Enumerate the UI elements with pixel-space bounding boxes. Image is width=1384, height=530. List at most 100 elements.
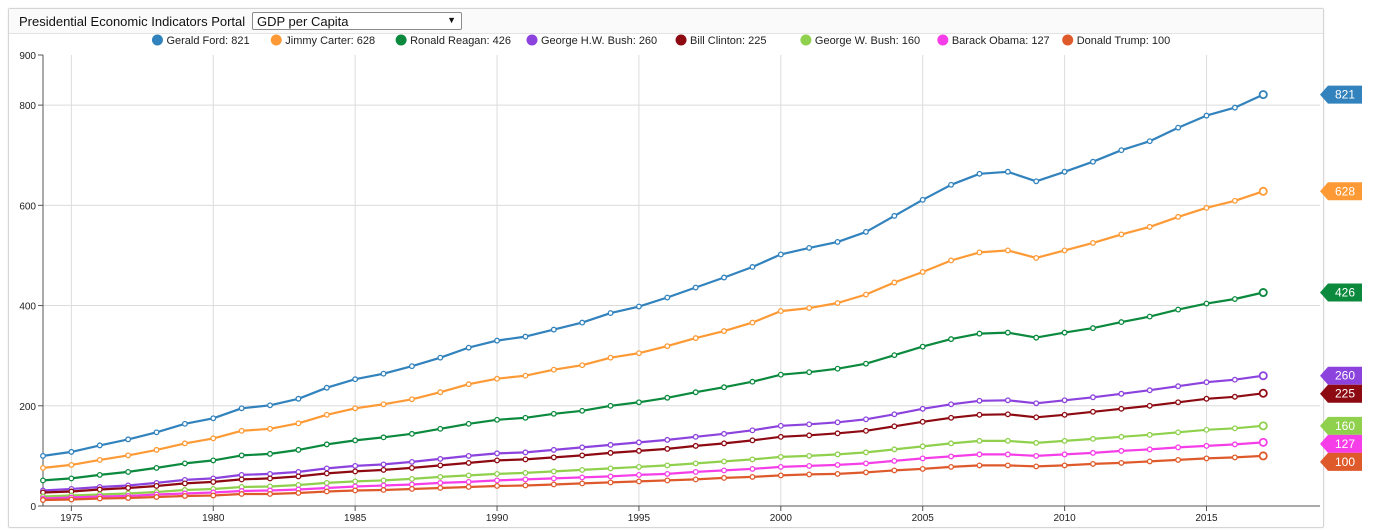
data-point[interactable] (68, 475, 75, 482)
data-point[interactable] (863, 427, 869, 434)
data-point[interactable] (1258, 288, 1268, 298)
legend-entry[interactable]: Ronald Reagan: 426 (410, 35, 511, 47)
data-point[interactable] (1175, 429, 1182, 436)
data-point[interactable] (238, 452, 245, 459)
data-point[interactable] (181, 440, 188, 447)
data-point[interactable] (948, 181, 955, 188)
data-point[interactable] (1175, 444, 1182, 451)
data-point[interactable] (437, 479, 444, 486)
data-point[interactable] (494, 416, 500, 423)
data-point[interactable] (919, 455, 926, 462)
data-point[interactable] (1146, 223, 1153, 230)
data-point[interactable] (607, 441, 614, 448)
data-point[interactable] (919, 418, 926, 425)
data-point[interactable] (323, 470, 330, 477)
data-point[interactable] (550, 468, 557, 475)
data-point[interactable] (976, 437, 983, 444)
data-point[interactable] (834, 430, 841, 437)
data-point[interactable] (749, 378, 756, 385)
data-point[interactable] (465, 381, 472, 388)
data-point[interactable] (323, 479, 330, 486)
data-point[interactable] (522, 372, 529, 379)
data-point[interactable] (749, 264, 756, 270)
legend-entry[interactable]: Barack Obama: 127 (952, 35, 1050, 47)
data-point[interactable] (1203, 379, 1210, 386)
series-line[interactable] (42, 424, 1264, 498)
data-point[interactable] (721, 458, 728, 465)
data-point[interactable] (891, 467, 898, 474)
data-point[interactable] (494, 477, 500, 484)
data-point[interactable] (1203, 426, 1210, 433)
data-point[interactable] (1118, 319, 1125, 326)
data-point[interactable] (1061, 451, 1068, 458)
data-point[interactable] (749, 456, 756, 463)
data-point[interactable] (834, 300, 841, 306)
data-point[interactable] (664, 343, 671, 350)
data-point[interactable] (210, 492, 217, 499)
data-point[interactable] (550, 475, 557, 482)
series-line[interactable] (42, 374, 1264, 492)
data-point[interactable] (607, 402, 614, 409)
data-point[interactable] (437, 354, 444, 361)
data-point[interactable] (408, 475, 415, 482)
data-point[interactable] (607, 473, 614, 480)
data-point[interactable] (1118, 433, 1125, 440)
data-point[interactable] (777, 371, 784, 378)
data-point[interactable] (1146, 431, 1153, 438)
legend-entry[interactable]: George H.W. Bush: 260 (541, 35, 657, 47)
data-point[interactable] (352, 487, 359, 494)
data-point[interactable] (494, 457, 500, 464)
data-point[interactable] (891, 279, 898, 286)
data-point[interactable] (607, 449, 614, 456)
data-point[interactable] (408, 458, 415, 465)
data-point[interactable] (1258, 437, 1268, 447)
data-point[interactable] (1258, 371, 1268, 381)
data-point[interactable] (68, 461, 75, 468)
data-point[interactable] (1258, 451, 1268, 461)
data-point[interactable] (579, 452, 586, 459)
data-point[interactable] (1061, 329, 1068, 336)
data-point[interactable] (40, 477, 46, 484)
data-point[interactable] (437, 389, 444, 396)
data-point[interactable] (465, 484, 472, 490)
data-point[interactable] (1004, 168, 1011, 175)
data-point[interactable] (1061, 397, 1068, 404)
data-point[interactable] (579, 319, 586, 326)
data-point[interactable] (465, 344, 472, 351)
data-point[interactable] (777, 422, 784, 429)
data-point[interactable] (267, 491, 273, 497)
data-point[interactable] (408, 486, 415, 492)
data-point[interactable] (125, 452, 132, 459)
data-point[interactable] (635, 399, 642, 406)
data-point[interactable] (749, 437, 756, 444)
data-point[interactable] (863, 291, 869, 298)
data-point[interactable] (68, 448, 75, 455)
data-point[interactable] (352, 462, 359, 469)
data-point[interactable] (976, 411, 983, 418)
data-point[interactable] (664, 477, 671, 484)
data-point[interactable] (267, 475, 273, 482)
data-point[interactable] (1146, 387, 1153, 394)
data-point[interactable] (522, 456, 529, 463)
data-point[interactable] (777, 433, 784, 440)
legend-entry[interactable]: Donald Trump: 100 (1077, 35, 1171, 47)
data-point[interactable] (1004, 411, 1011, 418)
data-point[interactable] (494, 375, 500, 382)
data-point[interactable] (948, 257, 955, 264)
data-point[interactable] (1033, 334, 1040, 341)
data-point[interactable] (1004, 397, 1011, 404)
data-point[interactable] (919, 269, 926, 275)
data-point[interactable] (806, 432, 813, 439)
data-point[interactable] (323, 488, 330, 495)
data-point[interactable] (125, 485, 132, 491)
data-point[interactable] (380, 434, 387, 441)
data-point[interactable] (635, 303, 642, 310)
data-point[interactable] (834, 451, 841, 458)
data-point[interactable] (181, 480, 188, 487)
data-point[interactable] (664, 394, 671, 401)
data-point[interactable] (1033, 400, 1040, 407)
data-point[interactable] (692, 476, 699, 483)
data-point[interactable] (238, 427, 245, 434)
data-point[interactable] (238, 476, 245, 483)
series-line[interactable] (42, 392, 1264, 494)
